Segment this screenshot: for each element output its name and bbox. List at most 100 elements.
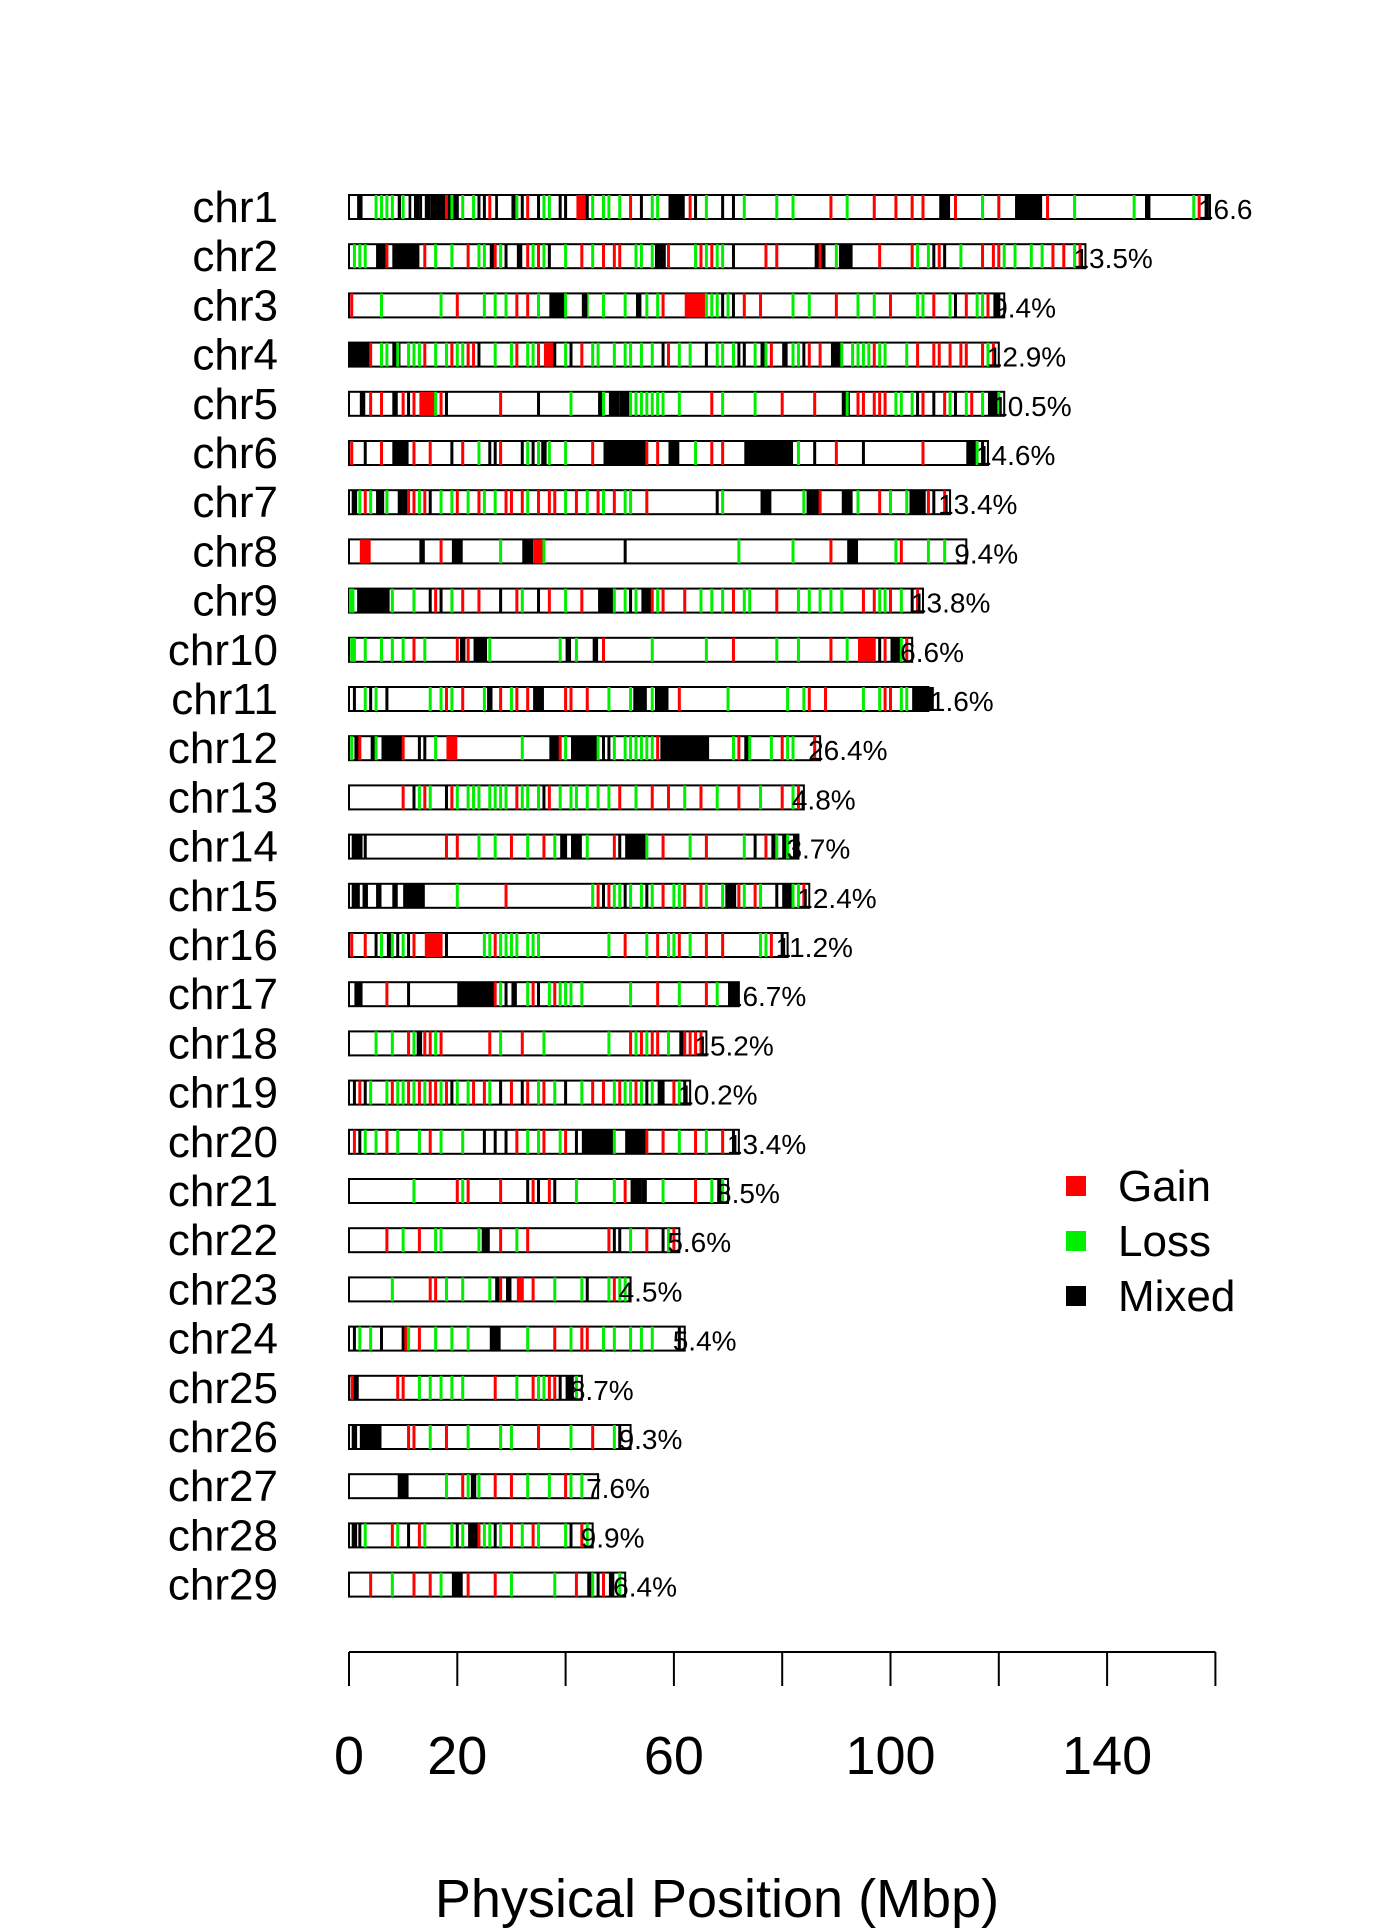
cnv-region-mixed xyxy=(909,490,926,515)
chromosome-row-chr9: chr9 13.8% xyxy=(192,577,990,626)
cnv-region-mixed xyxy=(359,1425,382,1449)
chromosome-row-chr6: chr6 14.6% xyxy=(192,429,1055,478)
cnv-region-mixed xyxy=(495,1277,501,1302)
cnv-region-mixed xyxy=(351,490,358,515)
cnv-region-mixed xyxy=(357,588,390,613)
percentage-label: 12.4% xyxy=(797,883,876,914)
cnv-region-mixed xyxy=(619,391,631,416)
chromosome-row-chr28: chr28 9.9% xyxy=(168,1511,645,1560)
x-axis xyxy=(348,1651,1217,1686)
percentage-label: 26.4% xyxy=(808,735,887,766)
legend: Gain Loss Mixed xyxy=(1066,1162,1235,1321)
cnv-region-mixed xyxy=(598,588,615,613)
cnv-region-mixed xyxy=(376,883,382,908)
x-axis-title: Physical Position (Mbp) xyxy=(435,1869,999,1929)
chromosome-label: chr26 xyxy=(168,1413,278,1462)
chromosome-bar xyxy=(348,1079,692,1106)
percentage-label: 13.8% xyxy=(911,588,990,619)
cnv-region-mixed xyxy=(351,1425,358,1449)
cnv-region-mixed xyxy=(1204,195,1209,219)
cnv-region-gain xyxy=(516,1277,523,1302)
chromosome-row-chr21: chr21 8.5% xyxy=(168,1167,780,1216)
cnv-region-mixed xyxy=(654,687,669,711)
chromosome-row-chr24: chr24 5.4% xyxy=(168,1315,737,1364)
cnv-region-mixed xyxy=(549,293,566,318)
legend-label: Loss xyxy=(1118,1217,1211,1266)
cnv-region-mixed xyxy=(350,1375,359,1400)
cnv-region-mixed xyxy=(408,195,412,219)
chromosome-bar xyxy=(348,1424,632,1450)
cnv-region-gain xyxy=(359,539,371,564)
chromosome-bar xyxy=(348,194,1211,220)
cnv-region-mixed xyxy=(376,490,385,515)
cnv-region-mixed xyxy=(370,736,377,761)
cnv-region-mixed xyxy=(511,982,517,1007)
cnv-region-mixed xyxy=(481,1228,490,1253)
chromosome-row-chr8: chr8 9.4% xyxy=(192,527,1018,576)
percentage-label: 7.6% xyxy=(586,1473,650,1504)
percentage-label: 3.7% xyxy=(786,834,850,865)
cnv-region-mixed xyxy=(351,1523,358,1548)
chromosome-bar xyxy=(348,932,789,958)
chromosome-label: chr17 xyxy=(168,970,278,1019)
chromosome-row-chr25: chr25 8.7% xyxy=(168,1364,634,1413)
cnv-region-mixed xyxy=(376,244,387,269)
cnv-region-mixed xyxy=(522,539,534,564)
cnv-region-mixed xyxy=(457,982,496,1007)
cnv-region-mixed xyxy=(760,490,772,515)
cnv-region-mixed xyxy=(987,391,999,416)
cnv-region-mixed xyxy=(782,883,794,908)
cnv-region-gain xyxy=(858,637,875,662)
chromosome-row-chr22: chr22 5.6% xyxy=(168,1216,731,1265)
cnv-region-mixed xyxy=(506,1277,512,1302)
cnv-region-mixed xyxy=(495,195,498,219)
cnv-region-mixed xyxy=(782,342,788,367)
cnv-region-mixed xyxy=(717,1179,723,1203)
cnv-region-mixed xyxy=(451,539,463,564)
chromosome-label: chr14 xyxy=(168,823,278,872)
cnv-region-mixed xyxy=(625,1129,647,1154)
percentage-label: 4.8% xyxy=(792,784,856,815)
chromosome-row-chr13: chr13 4.8% xyxy=(168,773,856,822)
percentage-label: 16.7% xyxy=(727,981,806,1012)
legend-label: Gain xyxy=(1118,1162,1211,1211)
cnv-region-mixed xyxy=(581,293,588,318)
chromosome-label: chr5 xyxy=(192,380,278,429)
percentage-label: 13.4% xyxy=(727,1129,806,1160)
chromosome-row-chr20: chr20 13.4% xyxy=(168,1118,806,1167)
cnv-region-mixed xyxy=(419,539,425,564)
percentage-label: 10.2% xyxy=(678,1080,757,1111)
cnv-region-mixed xyxy=(839,244,853,269)
cnv-region-mixed xyxy=(381,736,404,761)
x-tick-label: 20 xyxy=(427,1726,487,1786)
cnv-region-mixed xyxy=(392,391,398,416)
cnv-region-mixed xyxy=(725,883,737,908)
chromosome-label: chr13 xyxy=(168,773,278,822)
legend-label: Mixed xyxy=(1118,1272,1235,1321)
percentage-label: 8.5% xyxy=(716,1178,780,1209)
cnv-region-mixed xyxy=(830,342,842,367)
cnv-region-mixed xyxy=(668,195,685,219)
cnv-region-mixed xyxy=(424,195,431,219)
cnv-region-mixed xyxy=(549,736,561,761)
chromosome-row-chr5: chr5 10.5% xyxy=(192,380,1071,429)
cnv-region-mixed xyxy=(581,1129,615,1154)
cnv-region-mixed xyxy=(470,1474,477,1499)
chromosome-row-chr18: chr18 15.2% xyxy=(168,1019,774,1068)
chromosome-bar xyxy=(348,636,914,663)
cnv-region-mixed xyxy=(349,342,371,367)
cnv-region-gain xyxy=(533,539,544,564)
cnv-region-mixed xyxy=(657,1080,664,1105)
cnv-region-mixed xyxy=(744,441,794,465)
cnv-region-mixed xyxy=(728,982,739,1007)
cnv-region-gain xyxy=(543,342,555,367)
percentage-label: 6.4% xyxy=(613,1572,677,1603)
chromosome-row-chr2: chr2 13.5% xyxy=(192,232,1152,281)
chromosome-label: chr2 xyxy=(192,232,278,281)
cnv-region-mixed xyxy=(641,1179,647,1203)
chromosome-bar xyxy=(348,981,740,1008)
chromosome-label: chr22 xyxy=(168,1216,278,1265)
cnv-region-mixed xyxy=(587,1572,593,1597)
cnv-region-mixed xyxy=(608,391,620,416)
